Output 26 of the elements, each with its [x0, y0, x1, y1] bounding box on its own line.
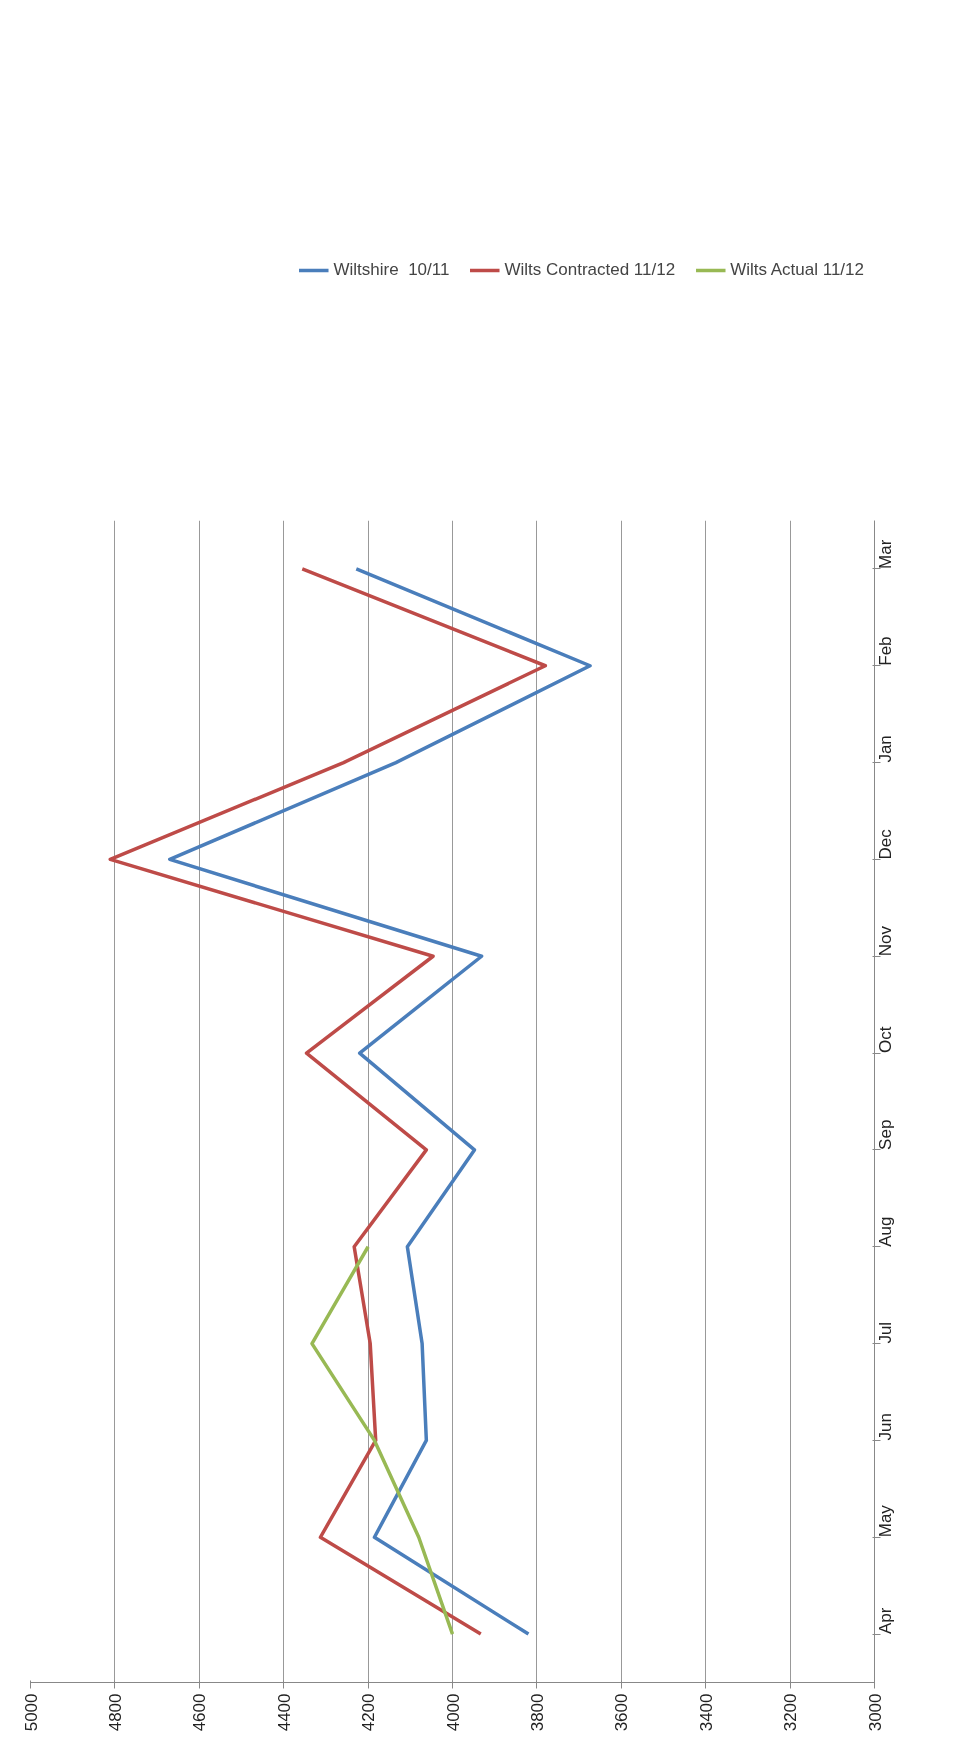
y-tick-label: Feb [876, 636, 895, 666]
legend-label: Wilts Actual 11/12 [730, 260, 864, 280]
x-tick-label: 3000 [865, 1693, 885, 1732]
x-tick-label: 4600 [190, 1693, 210, 1732]
x-tick-label: 4200 [359, 1693, 379, 1732]
x-tick-label: 3600 [612, 1693, 632, 1732]
legend-label: Wilts Contracted 11/12 [504, 260, 676, 280]
y-tick-label: Dec [876, 828, 895, 860]
y-tick-label: Nov [876, 925, 895, 957]
x-tick-label: 4000 [443, 1693, 463, 1732]
y-tick-label: Sep [876, 1119, 895, 1150]
y-tick-label: Jan [876, 735, 895, 763]
x-tick-label: 5000 [21, 1693, 41, 1732]
y-tick-label: Apr [876, 1607, 895, 1635]
y-tick-label: Oct [876, 1026, 895, 1054]
x-tick-label: 3400 [696, 1693, 716, 1732]
y-tick-label: Jun [876, 1412, 895, 1441]
y-tick-label: May [876, 1504, 895, 1538]
y-tick-label: Mar [876, 539, 895, 569]
x-tick-label: 3200 [781, 1693, 801, 1732]
y-tick-label: Aug [876, 1216, 895, 1247]
legend-label: Wiltshire 10/11 [333, 260, 450, 280]
y-tick-label: Jul [876, 1321, 895, 1344]
x-tick-label: 3800 [527, 1693, 547, 1732]
x-tick-label: 4800 [105, 1693, 125, 1732]
x-tick-label: 4400 [274, 1693, 294, 1732]
